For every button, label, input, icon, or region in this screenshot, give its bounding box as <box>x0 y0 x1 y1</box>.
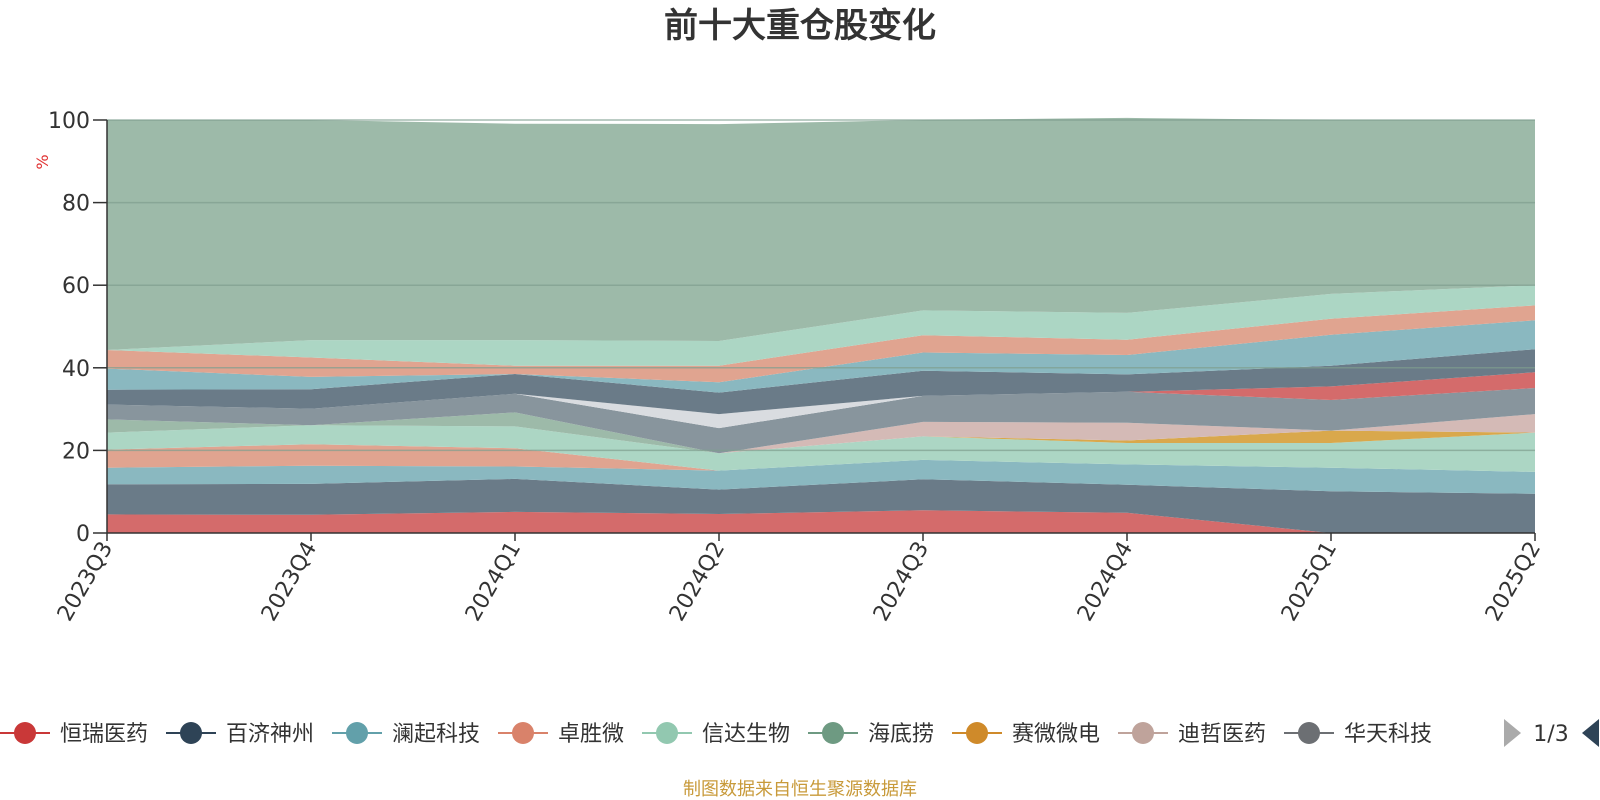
area-series-13 <box>107 320 1535 393</box>
legend-item[interactable]: 百济神州 <box>166 722 314 747</box>
area-series-10 <box>107 388 1535 429</box>
data-source-note: 制图数据来自恒生聚源数据库 <box>683 779 917 800</box>
legend-item[interactable]: 恒瑞医药 <box>0 722 148 747</box>
chart-title: 前十大重仓股变化 <box>664 6 936 46</box>
x-tick-label: 2024Q4 <box>1073 538 1138 626</box>
area-series-0 <box>107 510 1535 533</box>
area-series-9 <box>107 388 1535 454</box>
area-series-12 <box>107 349 1535 415</box>
legend-marker-icon <box>822 722 844 744</box>
legend[interactable]: 恒瑞医药 百济神州 澜起科技 卓胜微 信达生物 海底捞 赛微微电 迪哲医药 华天科技 <box>0 722 1432 747</box>
legend-marker-icon <box>512 722 534 744</box>
legend-marker-icon <box>180 722 202 744</box>
plot-areas <box>107 117 1535 533</box>
legend-label: 恒瑞医药 <box>60 722 148 747</box>
legend-page-indicator: 1/3 <box>1533 722 1568 747</box>
y-tick-label: 20 <box>62 439 90 464</box>
area-series-5 <box>107 412 1535 454</box>
x-tick-label: 2023Q3 <box>53 538 118 626</box>
x-tick-label: 2025Q2 <box>1481 538 1546 626</box>
legend-item[interactable]: 迪哲医药 <box>1118 722 1266 747</box>
legend-item[interactable]: 澜起科技 <box>332 722 480 747</box>
x-tick-label: 2024Q1 <box>461 538 526 626</box>
legend-item[interactable]: 华天科技 <box>1284 722 1432 747</box>
legend-label: 百济神州 <box>226 722 314 747</box>
legend-marker-icon <box>14 722 36 744</box>
legend-label: 卓胜微 <box>558 722 624 747</box>
legend-label: 赛微微电 <box>1012 722 1100 747</box>
legend-item[interactable]: 卓胜微 <box>498 722 624 747</box>
area-series-15 <box>107 285 1535 366</box>
legend-label: 澜起科技 <box>392 722 480 747</box>
legend-marker-icon <box>656 722 678 744</box>
area-series-4 <box>107 425 1535 472</box>
area-series-14 <box>107 305 1535 383</box>
x-tick-label: 2024Q3 <box>869 538 934 626</box>
x-tick-label: 2025Q1 <box>1277 538 1342 626</box>
legend-label: 信达生物 <box>702 722 790 747</box>
y-tick-label: 0 <box>76 522 90 547</box>
legend-label: 华天科技 <box>1344 722 1432 747</box>
gridlines <box>107 119 1535 452</box>
legend-next-arrow-icon[interactable] <box>1582 719 1599 747</box>
y-axis-unit: % <box>33 154 52 169</box>
area-series-7 <box>107 412 1535 454</box>
y-tick-label: 80 <box>62 192 90 217</box>
legend-label: 迪哲医药 <box>1178 722 1266 747</box>
y-tick-label: 40 <box>62 357 90 382</box>
legend-item[interactable]: 海底捞 <box>808 722 934 747</box>
y-tick-label: 60 <box>62 274 90 299</box>
area-series-1 <box>107 478 1535 533</box>
x-tick-label: 2024Q2 <box>665 538 730 626</box>
area-series-2 <box>107 459 1535 494</box>
legend-label: 海底捞 <box>868 722 934 747</box>
legend-pager: 1/3 <box>1504 719 1599 747</box>
legend-marker-icon <box>966 722 988 744</box>
area-series-16 <box>107 117 1535 351</box>
area-series-11 <box>107 372 1535 415</box>
legend-marker-icon <box>1298 722 1320 744</box>
legend-prev-arrow-icon[interactable] <box>1504 719 1521 747</box>
legend-marker-icon <box>346 722 368 744</box>
y-tick-label: 100 <box>48 109 90 134</box>
x-tick-label: 2023Q4 <box>257 538 322 626</box>
legend-marker-icon <box>1132 722 1154 744</box>
legend-item[interactable]: 赛微微电 <box>952 722 1100 747</box>
legend-item[interactable]: 信达生物 <box>642 722 790 747</box>
